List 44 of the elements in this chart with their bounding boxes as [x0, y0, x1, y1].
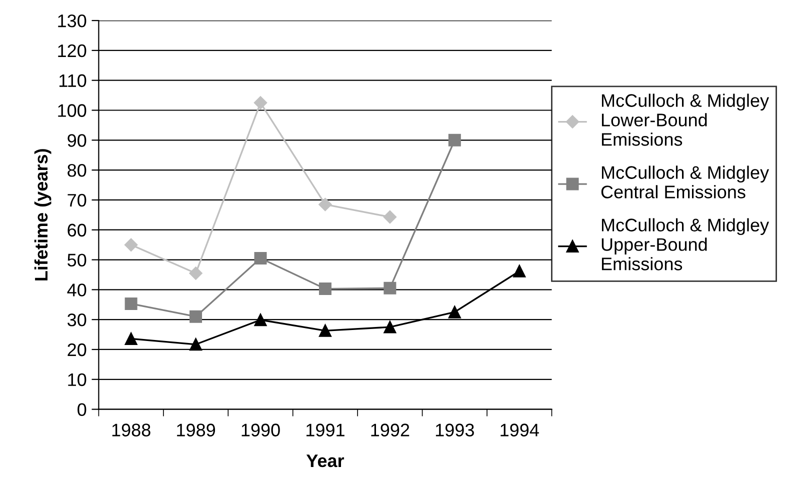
y-tick-label: 40 — [67, 284, 86, 296]
y-tick-label: 130 — [58, 14, 86, 28]
x-tick-label: 1991 — [306, 424, 344, 436]
y-tick-label: 20 — [68, 343, 86, 356]
x-tick-label: 1989 — [177, 424, 216, 436]
y-tick-label: 10 — [68, 373, 86, 386]
y-tick-label: 30 — [68, 314, 86, 326]
y-tick-label: 0 — [78, 403, 86, 416]
y-tick-label: 60 — [68, 224, 86, 237]
y-tick-label: 120 — [58, 44, 86, 58]
point — [448, 134, 461, 146]
point — [254, 96, 268, 110]
y-tick-label: 80 — [68, 164, 86, 177]
point — [318, 282, 332, 296]
legend-label: McCulloch & Midgley Central Emissions — [601, 166, 770, 198]
point — [448, 306, 461, 318]
x-tick-label: 1990 — [242, 424, 280, 436]
y-tick-label: 110 — [59, 74, 86, 88]
point — [383, 210, 397, 224]
legend-label: McCulloch & Midgley Upper-Bound Emissions — [602, 218, 770, 270]
point — [190, 310, 202, 323]
point — [513, 264, 526, 278]
y-tick-label: 70 — [68, 194, 86, 207]
point — [124, 297, 138, 310]
point — [384, 282, 396, 294]
point — [254, 314, 267, 326]
x-tick-label: 1994 — [500, 424, 539, 436]
point — [124, 238, 138, 252]
x-axis-title: Year — [306, 454, 344, 468]
y-tick-label: 100 — [58, 104, 86, 117]
point — [254, 252, 267, 265]
point — [189, 266, 202, 280]
y-tick-label: 90 — [68, 134, 86, 147]
x-tick-label: 1992 — [371, 424, 410, 436]
point — [318, 198, 332, 212]
point — [124, 332, 138, 345]
point — [384, 320, 396, 334]
point — [318, 324, 332, 337]
point — [190, 338, 202, 351]
y-tick-label: 50 — [68, 254, 86, 266]
legend-label: McCulloch & Midgley Lower-Bound Emissions — [602, 94, 770, 146]
y-axis-title: Lifetime (years) — [34, 149, 52, 280]
x-tick-label: 1993 — [436, 424, 474, 436]
x-tick-label: 1988 — [112, 424, 150, 436]
